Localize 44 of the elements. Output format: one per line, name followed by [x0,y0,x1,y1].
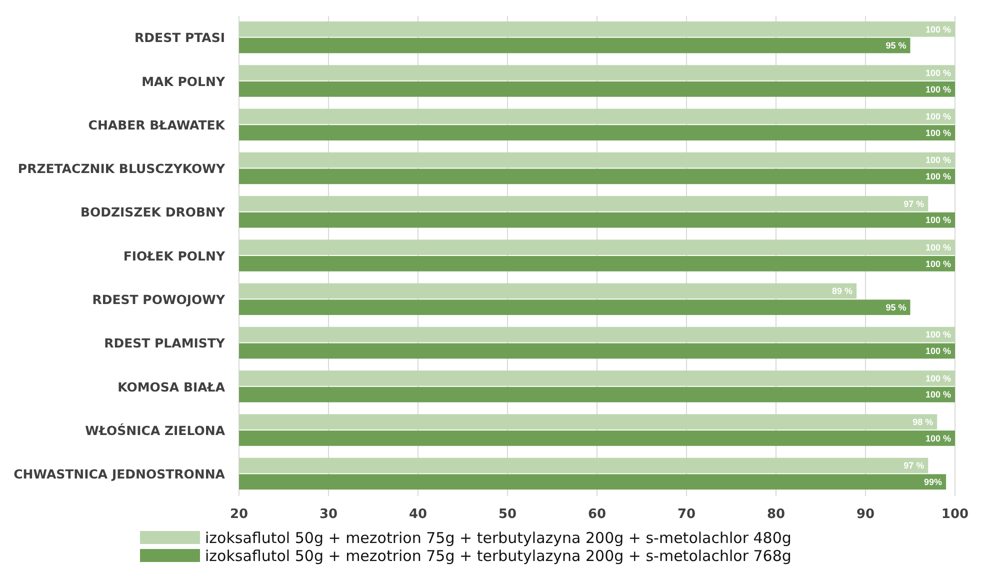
data-label: 97 % [904,198,924,209]
data-label: 98 % [912,417,934,428]
data-label: 100 % [925,215,951,226]
x-tick-label: 70 [677,507,696,522]
x-tick-label: 80 [766,507,786,522]
y-tick-label: RDEST PLAMISTY [104,336,226,351]
data-label: 100 % [925,390,951,400]
y-tick-label: RDEST PTASI [134,30,225,46]
x-tick-label: 20 [230,507,248,522]
data-label: 95 % [886,302,906,312]
y-tick-label: FIOŁEK POLNY [123,248,226,264]
y-tick-label: BODZISZEK DROBNY [80,204,226,220]
data-label: 99% [924,477,942,488]
data-label: 95 % [886,40,906,51]
data-label: 100 % [925,112,951,122]
data-label: 100 % [925,258,951,269]
y-tick-label: MAK POLNY [142,74,226,89]
y-tick-label: CHABER BŁAWATEK [88,117,226,132]
data-label: 100 % [925,128,951,138]
y-tick-label: WŁOŚNICA ZIELONA [85,422,226,438]
data-label: 100 % [925,330,951,340]
x-tick-label: 60 [588,507,606,522]
y-tick-label: PRZETACZNIK BLUSCZYKOWY [18,161,226,176]
x-tick-label: 50 [498,507,517,522]
data-label: 100 % [925,433,951,444]
data-label: 100 % [925,172,951,182]
data-label: 100 % [925,84,951,94]
data-label: 100 % [925,346,951,356]
data-label: 100 % [925,68,951,78]
data-label: 89 % [832,286,853,296]
x-tick-label: 90 [856,507,875,522]
data-label: 100 % [925,242,951,252]
x-tick-label: 40 [408,507,428,522]
x-tick-label: 100 [941,507,969,522]
y-tick-label: KOMOSA BIAŁA [118,379,226,394]
data-label: 100 % [925,24,951,34]
data-label: 97 % [904,460,924,471]
data-label: 100 % [925,155,951,166]
legend-label: izoksaflutol 50g + mezotrion 75g + terbutylazyna 200g + s-metolachlor 768g [205,546,792,565]
x-tick-label: 30 [319,507,338,522]
y-tick-label: CHWASTNICA JEDNOSTRONNA [14,466,226,482]
legend-label: izoksaflutol 50g + mezotrion 75g + terbutylazyna 200g + s-metolachlor 480g [205,528,792,547]
y-tick-label: RDEST POWOJOWY [92,292,226,308]
data-label: 100 % [925,373,951,384]
